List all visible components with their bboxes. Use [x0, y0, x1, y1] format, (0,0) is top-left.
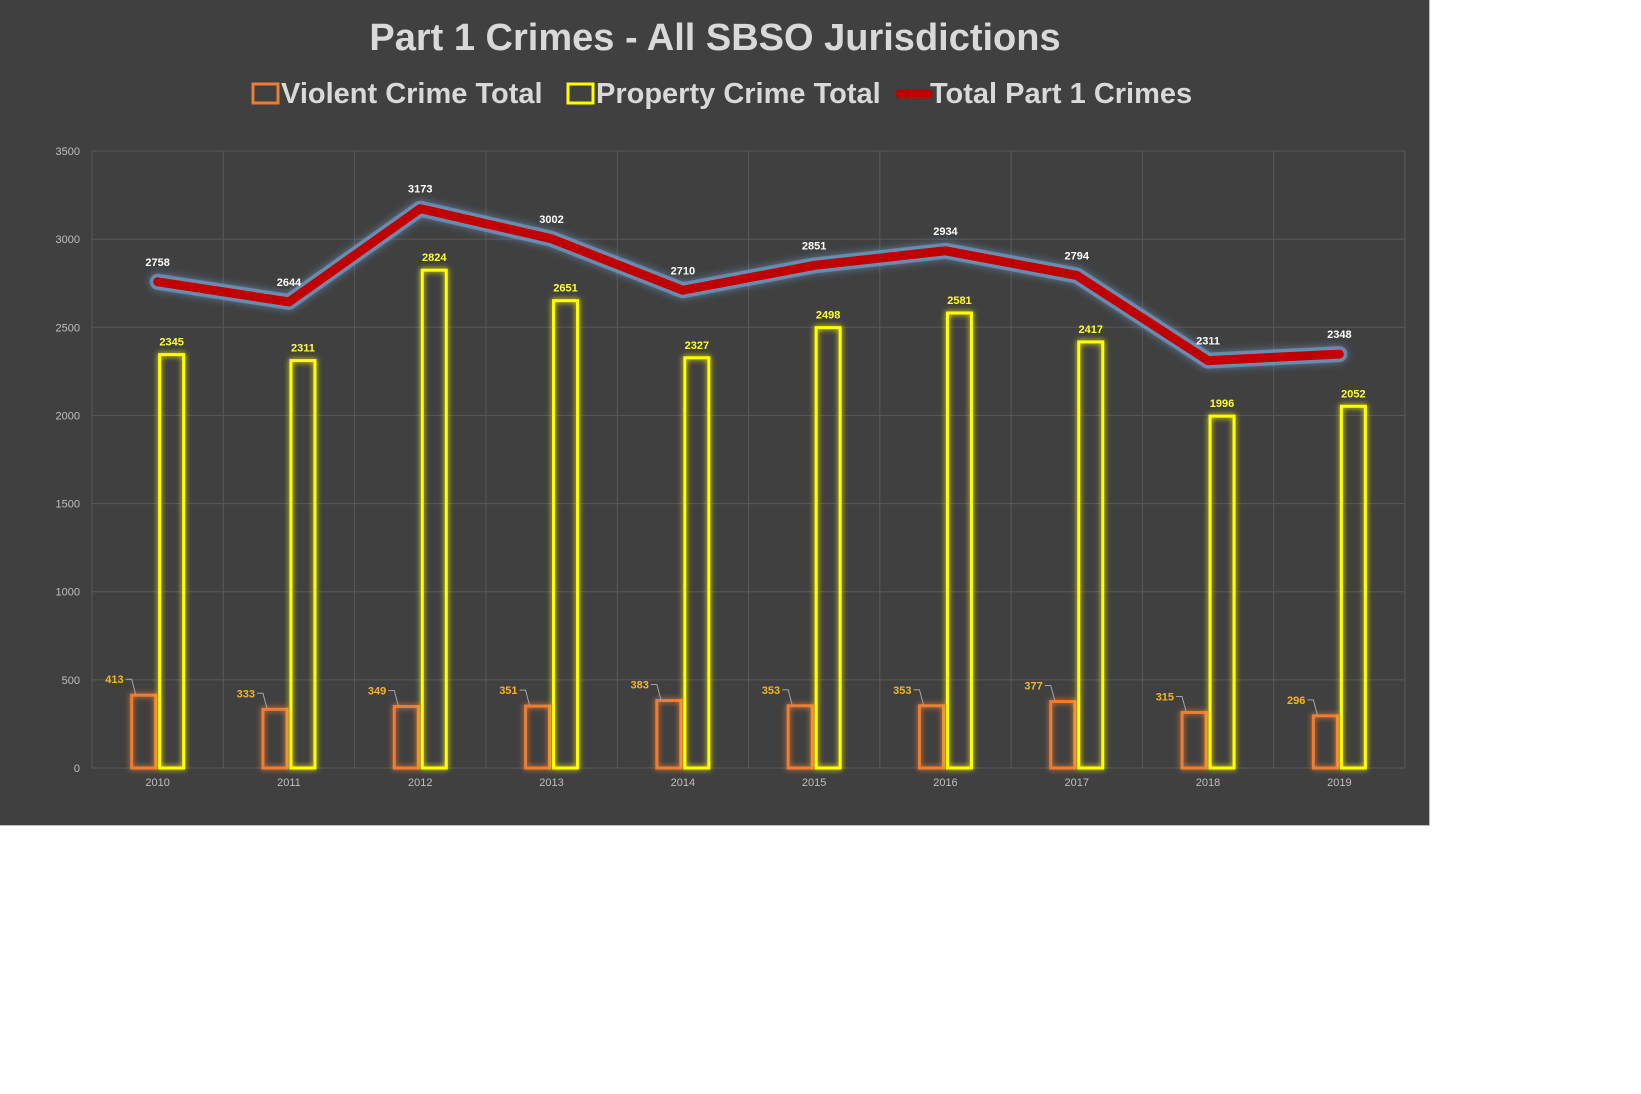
property-data-label: 2327	[685, 340, 709, 352]
violent-bar	[1180, 710, 1208, 770]
legend-item-property: Property Crime Total	[566, 78, 881, 110]
x-tick-label: 2015	[802, 777, 826, 789]
violent-bar	[786, 704, 814, 770]
x-tick-label: 2012	[408, 777, 432, 789]
total-data-label: 2710	[671, 265, 695, 277]
total-data-label: 2758	[145, 257, 169, 269]
x-tick-label: 2013	[539, 777, 563, 789]
x-tick-label: 2017	[1065, 777, 1089, 789]
y-tick-label: 500	[62, 675, 80, 687]
violent-data-label: 296	[1287, 695, 1305, 707]
property-data-label: 2345	[159, 337, 183, 349]
x-tick-label: 2018	[1196, 777, 1220, 789]
legend-swatch-property	[566, 82, 595, 105]
violent-data-label: 351	[499, 685, 517, 697]
violent-bar	[392, 704, 420, 770]
property-data-label: 2052	[1341, 388, 1365, 400]
total-data-label: 2851	[802, 240, 826, 252]
property-data-label: 2311	[291, 343, 315, 355]
violent-leader-line	[1176, 695, 1187, 712]
total-data-label: 2934	[933, 226, 958, 238]
violent-leader-line	[913, 689, 924, 705]
violent-leader-line	[388, 689, 399, 706]
legend-label-property: Property Crime Total	[596, 78, 881, 110]
total-data-label: 2644	[277, 277, 302, 289]
property-bar	[945, 311, 973, 770]
violent-bar	[655, 698, 683, 770]
y-tick-label: 1000	[56, 587, 80, 599]
chart-panel: Part 1 Crimes - All SBSO Jurisdictions V…	[0, 0, 1430, 826]
y-tick-label: 2500	[56, 322, 80, 334]
property-data-label: 1996	[1210, 398, 1234, 410]
total-data-label: 3002	[539, 214, 563, 226]
x-tick-label: 2011	[277, 777, 301, 789]
violent-leader-line	[782, 689, 793, 705]
legend-swatch-violent	[251, 82, 280, 105]
violent-bar	[1049, 700, 1077, 770]
violent-leader-line	[1307, 699, 1318, 715]
violent-data-label: 315	[1156, 691, 1174, 703]
violent-data-label: 349	[368, 685, 386, 697]
violent-data-label: 377	[1024, 681, 1042, 693]
violent-leader-line	[1044, 685, 1056, 701]
y-tick-label: 3500	[56, 146, 80, 158]
chart-title: Part 1 Crimes - All SBSO Jurisdictions	[369, 17, 1060, 59]
plot-area: 0 500 1000 1500 2000 2500 3000 3500 2345 413 2010 2…	[56, 146, 1406, 789]
property-bar	[289, 359, 317, 770]
violent-bar	[130, 693, 158, 770]
chart-svg: Part 1 Crimes - All SBSO Jurisdictions V…	[56, 17, 1406, 789]
legend: Violent Crime Total Property Crime Total…	[251, 78, 1192, 110]
x-tick-label: 2010	[145, 777, 169, 789]
x-tick-label: 2019	[1327, 777, 1351, 789]
property-data-label: 2498	[816, 310, 840, 322]
x-tick-label: 2014	[671, 777, 695, 789]
property-data-label: 2581	[947, 295, 971, 307]
property-bar	[1339, 404, 1367, 770]
y-tick-label: 2000	[56, 410, 80, 422]
y-tick-label: 0	[74, 763, 80, 775]
violent-leader-line	[256, 692, 268, 709]
violent-data-label: 333	[237, 688, 255, 700]
violent-leader-line	[125, 678, 137, 695]
violent-data-label: 383	[630, 679, 648, 691]
x-tick-label: 2016	[933, 777, 957, 789]
total-line	[153, 204, 1344, 366]
total-data-label: 2348	[1327, 329, 1351, 341]
property-data-label: 2824	[422, 252, 447, 264]
property-data-label: 2417	[1079, 324, 1103, 336]
violent-bar	[524, 704, 552, 770]
legend-item-total: Total Part 1 Crimes	[895, 78, 1192, 110]
total-data-label: 3173	[408, 184, 432, 196]
violent-data-label: 413	[105, 674, 123, 686]
violent-data-label: 353	[762, 685, 780, 697]
violent-leader-line	[650, 683, 662, 700]
property-bar	[814, 326, 842, 770]
violent-bar	[261, 707, 289, 770]
property-bar	[158, 353, 186, 770]
y-tick-label: 3000	[56, 234, 80, 246]
legend-label-violent: Violent Crime Total	[281, 78, 543, 110]
legend-item-violent: Violent Crime Total	[251, 78, 543, 110]
total-data-label: 2311	[1196, 336, 1220, 348]
legend-label-total: Total Part 1 Crimes	[930, 78, 1192, 110]
violent-leader-line	[519, 689, 531, 706]
property-bar	[683, 356, 711, 770]
total-data-label: 2794	[1065, 250, 1090, 262]
property-data-label: 2651	[553, 283, 577, 295]
property-bar	[420, 268, 448, 770]
property-bar	[1208, 414, 1236, 770]
violent-data-label: 353	[893, 685, 911, 697]
property-bar	[1077, 340, 1105, 770]
violent-bar	[917, 704, 945, 770]
violent-bar	[1311, 714, 1339, 770]
property-bar	[552, 299, 580, 770]
y-tick-label: 1500	[56, 499, 80, 511]
